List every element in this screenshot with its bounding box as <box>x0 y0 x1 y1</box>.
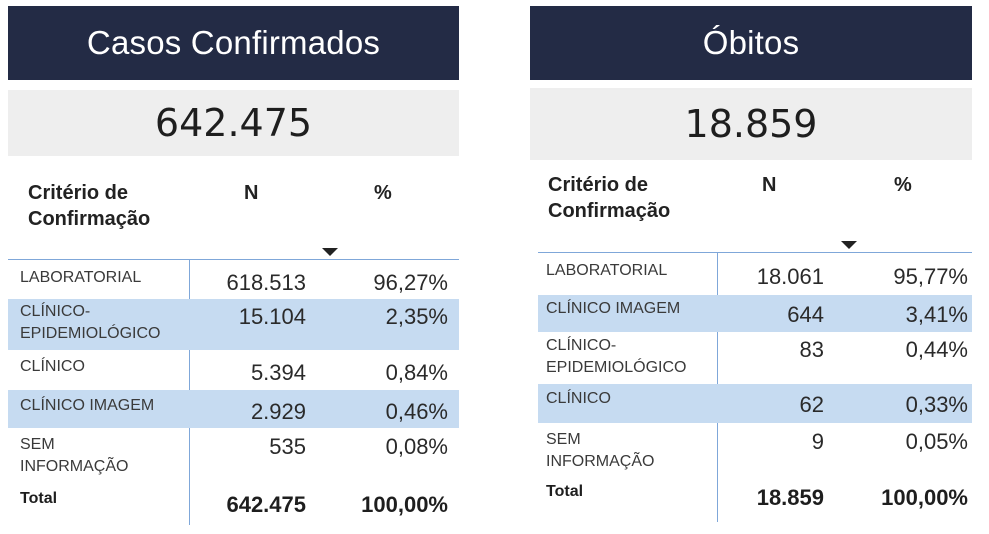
total-label: Total <box>20 490 58 507</box>
casos-criterio-table: Critério de Confirmação N % LABORATORIAL… <box>8 156 459 526</box>
row-n-value: 18.061 <box>756 264 824 289</box>
table-row[interactable]: LABORATORIAL 18.061 95,77% <box>538 255 972 295</box>
row-pct-value: 0,44% <box>905 337 968 362</box>
total-pct-value: 100,00% <box>361 492 448 517</box>
row-label: CLÍNICO <box>20 358 85 375</box>
table-row[interactable]: CLÍNICO 5.394 0,84% <box>8 350 459 390</box>
row-pct-value: 95,77% <box>893 264 968 289</box>
n-column-header[interactable]: N <box>762 174 777 196</box>
pct-column-header[interactable]: % <box>894 174 912 196</box>
total-label: Total <box>546 483 584 500</box>
obitos-criterio-table: Critério de Confirmação N % LABORATORIAL… <box>530 160 972 530</box>
table-row[interactable]: CLÍNICO- EPIDEMIOLÓGICO 83 0,44% <box>538 332 972 384</box>
table-row[interactable]: SEM INFORMAÇÃO 9 0,05% <box>538 423 972 477</box>
sort-desc-icon[interactable] <box>841 241 857 249</box>
row-label: CLÍNICO- EPIDEMIOLÓGICO <box>20 303 161 342</box>
row-label: LABORATORIAL <box>546 262 668 279</box>
n-column-header[interactable]: N <box>244 182 259 204</box>
total-pct-value: 100,00% <box>881 485 968 510</box>
casos-confirmados-panel: Casos Confirmados 642.475 Critério de Co… <box>8 6 459 526</box>
header-divider <box>8 259 459 260</box>
row-pct-value: 96,27% <box>373 270 448 295</box>
sort-desc-icon[interactable] <box>322 248 338 256</box>
total-n-value: 18.859 <box>756 485 824 510</box>
row-n-value: 2.929 <box>250 399 306 424</box>
row-n-value: 83 <box>799 337 824 362</box>
header-divider <box>538 252 972 253</box>
row-pct-value: 0,05% <box>905 429 968 454</box>
row-label: CLÍNICO- EPIDEMIOLÓGICO <box>546 337 687 376</box>
row-n-value: 618.513 <box>226 270 306 295</box>
obitos-title: Óbitos <box>530 6 972 80</box>
table-row[interactable]: CLÍNICO 62 0,33% <box>538 384 972 423</box>
row-pct-value: 2,35% <box>385 304 448 329</box>
total-n-value: 642.475 <box>226 492 306 517</box>
obitos-panel: Óbitos 18.859 Critério de Confirmação N … <box>530 6 972 530</box>
casos-confirmados-total-kpi: 642.475 <box>8 90 459 156</box>
criterio-header[interactable]: Critério de Confirmação <box>548 174 671 222</box>
criterio-header[interactable]: Critério de Confirmação <box>28 182 151 230</box>
row-label: SEM INFORMAÇÃO <box>546 431 655 470</box>
pct-column-header[interactable]: % <box>374 182 392 204</box>
table-row[interactable]: CLÍNICO IMAGEM 2.929 0,46% <box>8 390 459 428</box>
table-row[interactable]: LABORATORIAL 618.513 96,27% <box>8 262 459 299</box>
row-label: CLÍNICO IMAGEM <box>20 397 155 414</box>
row-n-value: 62 <box>799 392 824 417</box>
obitos-total-kpi: 18.859 <box>530 88 972 160</box>
row-n-value: 9 <box>811 429 824 454</box>
casos-confirmados-title: Casos Confirmados <box>8 6 459 80</box>
table-row[interactable]: CLÍNICO- EPIDEMIOLÓGICO 15.104 2,35% <box>8 299 459 350</box>
table-row[interactable]: SEM INFORMAÇÃO 535 0,08% <box>8 428 459 482</box>
row-label: SEM INFORMAÇÃO <box>20 436 129 475</box>
row-label: CLÍNICO <box>546 390 611 407</box>
row-pct-value: 0,08% <box>385 434 448 459</box>
row-n-value: 5.394 <box>250 360 306 385</box>
row-n-value: 644 <box>787 302 824 327</box>
row-n-value: 535 <box>269 434 306 459</box>
row-n-value: 15.104 <box>238 304 306 329</box>
row-pct-value: 3,41% <box>905 302 968 327</box>
row-label: LABORATORIAL <box>20 269 142 286</box>
table-total-row: Total 642.475 100,00% <box>8 482 459 522</box>
row-pct-value: 0,84% <box>385 360 448 385</box>
table-row[interactable]: CLÍNICO IMAGEM 644 3,41% <box>538 295 972 332</box>
table-total-row: Total 18.859 100,00% <box>538 477 972 517</box>
row-label: CLÍNICO IMAGEM <box>546 300 681 317</box>
row-pct-value: 0,33% <box>905 392 968 417</box>
row-pct-value: 0,46% <box>385 399 448 424</box>
